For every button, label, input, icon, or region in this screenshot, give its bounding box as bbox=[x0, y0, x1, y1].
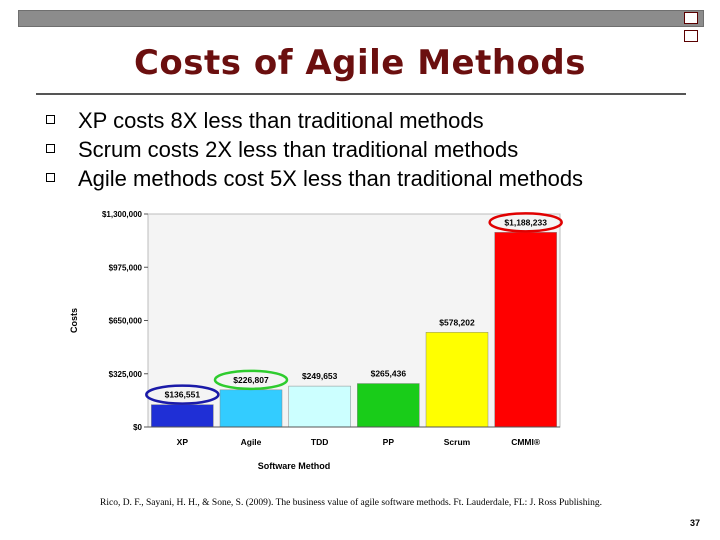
cost-bar-chart: $0 $325,000 $650,000 $975,000 $1,300,000 Cost… bbox=[69, 210, 563, 471]
bar-cmmi bbox=[494, 232, 557, 428]
y-tick-label: $325,000 bbox=[109, 370, 143, 379]
highlight-circle bbox=[213, 369, 289, 391]
x-tick-label: CMMI® bbox=[511, 437, 541, 447]
corner-square-top bbox=[684, 12, 698, 24]
data-label: $1,188,233 bbox=[504, 217, 547, 227]
highlight-circle bbox=[488, 212, 563, 233]
square-bullet-icon bbox=[46, 144, 55, 153]
x-tick-label: Scrum bbox=[444, 437, 471, 447]
bullet-list: XP costs 8X less than traditional method… bbox=[46, 106, 583, 193]
bullet-item: Scrum costs 2X less than traditional met… bbox=[46, 135, 583, 164]
y-tick-label: $975,000 bbox=[109, 263, 143, 272]
x-tick-label: PP bbox=[383, 437, 395, 447]
highlight-circle bbox=[145, 384, 220, 405]
bar-scrum bbox=[425, 332, 489, 428]
x-tick-label: TDD bbox=[311, 437, 328, 447]
corner-square-bottom bbox=[684, 30, 698, 42]
y-tick-label: $1,300,000 bbox=[102, 210, 143, 219]
bar-tdd bbox=[288, 385, 351, 428]
bar-pp bbox=[357, 383, 420, 428]
data-label: $249,653 bbox=[302, 371, 338, 381]
y-axis-label: Costs bbox=[69, 308, 79, 333]
square-bullet-icon bbox=[46, 115, 55, 124]
square-bullet-icon bbox=[46, 173, 55, 182]
data-label: $136,551 bbox=[165, 390, 201, 400]
y-tick-label: $0 bbox=[133, 423, 142, 432]
y-tick-label: $650,000 bbox=[109, 317, 143, 326]
x-tick-label: Agile bbox=[241, 437, 262, 447]
bullet-text: XP costs 8X less than traditional method… bbox=[78, 108, 484, 133]
slide-title: Costs of Agile Methods bbox=[133, 43, 586, 83]
page-number: 37 bbox=[689, 518, 700, 528]
data-label: $265,436 bbox=[371, 369, 407, 379]
bullet-text: Scrum costs 2X less than traditional met… bbox=[78, 137, 519, 162]
bar-agile bbox=[219, 389, 283, 428]
bar-xp bbox=[151, 404, 214, 428]
data-label: $226,807 bbox=[233, 375, 269, 385]
title-bar-decoration bbox=[18, 10, 704, 27]
x-axis-label: Software Method bbox=[258, 461, 331, 471]
bullet-text: Agile methods cost 5X less than traditio… bbox=[78, 166, 584, 191]
bullet-item: XP costs 8X less than traditional method… bbox=[46, 106, 583, 135]
citation: Rico, D. F., Sayani, H. H., & Sone, S. (… bbox=[100, 498, 602, 508]
bullet-item: Agile methods cost 5X less than traditio… bbox=[46, 164, 583, 193]
x-tick-label: XP bbox=[177, 437, 189, 447]
data-label: $578,202 bbox=[439, 317, 475, 327]
title-divider bbox=[36, 93, 686, 95]
